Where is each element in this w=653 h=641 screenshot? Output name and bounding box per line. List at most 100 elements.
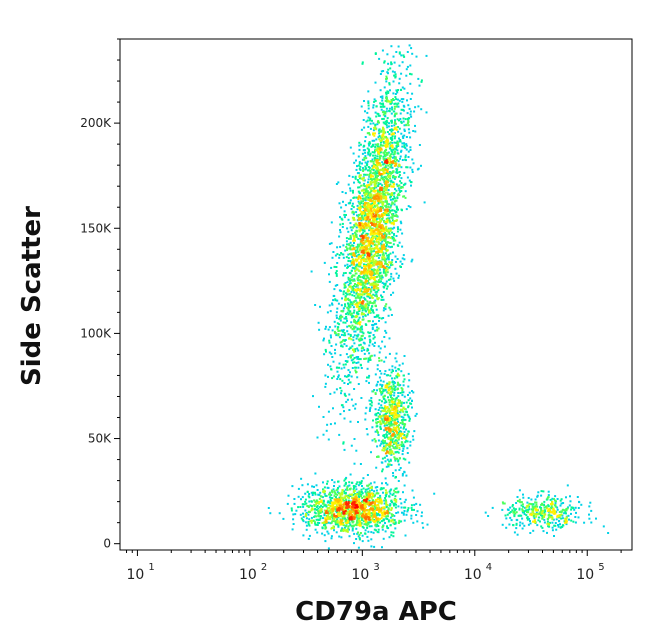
event-dot xyxy=(368,525,371,528)
event-dot xyxy=(394,127,397,130)
event-dot xyxy=(388,381,391,384)
event-dot xyxy=(377,283,379,286)
event-dot xyxy=(359,330,362,332)
event-dot xyxy=(372,181,374,184)
event-dot xyxy=(391,70,394,73)
event-dot xyxy=(328,280,331,283)
event-dot xyxy=(409,166,412,169)
event-dot xyxy=(393,415,396,417)
event-dot xyxy=(411,406,413,409)
event-dot xyxy=(371,250,374,253)
event-dot xyxy=(380,108,383,111)
event-dot xyxy=(402,120,405,123)
event-dot xyxy=(392,415,395,417)
event-dot xyxy=(379,219,382,222)
event-dot xyxy=(403,510,406,512)
event-dot xyxy=(351,302,354,305)
event-dot xyxy=(407,124,410,127)
event-dot xyxy=(392,55,395,58)
event-dot xyxy=(357,361,360,364)
event-dot xyxy=(392,383,395,386)
event-dot xyxy=(381,449,384,452)
event-dot xyxy=(397,45,400,48)
event-dot xyxy=(365,428,368,430)
event-dot xyxy=(383,166,386,169)
event-dot xyxy=(383,499,386,502)
event-dot xyxy=(393,157,396,160)
event-dot xyxy=(405,513,408,516)
event-dot xyxy=(388,109,391,112)
event-dot xyxy=(305,528,308,531)
event-dot xyxy=(369,171,372,174)
event-dot xyxy=(358,245,361,247)
event-dot xyxy=(357,155,360,158)
event-dot xyxy=(425,111,428,114)
event-dot xyxy=(343,484,346,487)
event-dot xyxy=(349,241,352,244)
event-dot xyxy=(379,379,382,382)
event-dot xyxy=(403,183,406,186)
event-dot xyxy=(366,491,369,494)
event-dot xyxy=(383,248,386,250)
event-dot xyxy=(367,104,370,107)
event-dot xyxy=(366,295,369,298)
event-dot xyxy=(374,329,377,332)
event-dot xyxy=(338,485,341,488)
event-dot xyxy=(335,274,338,277)
event-dot xyxy=(339,229,341,231)
event-dot xyxy=(398,457,401,460)
event-dot xyxy=(372,282,375,285)
event-dot xyxy=(403,355,406,357)
event-dot xyxy=(377,455,380,458)
event-dot xyxy=(330,242,333,245)
event-dot xyxy=(384,111,387,114)
event-dot xyxy=(375,115,378,118)
event-dot xyxy=(369,196,372,199)
event-dot xyxy=(400,149,403,152)
event-dot xyxy=(399,422,402,424)
event-dot xyxy=(349,285,352,288)
event-dot xyxy=(356,357,359,360)
event-dot xyxy=(340,304,343,307)
event-dot xyxy=(353,350,356,353)
event-dot xyxy=(511,504,514,506)
event-dot xyxy=(344,305,347,308)
event-dot xyxy=(361,485,363,487)
event-dot xyxy=(375,235,378,238)
event-dot xyxy=(384,272,387,275)
event-dot xyxy=(385,465,388,468)
event-dot xyxy=(383,434,386,436)
event-dot xyxy=(387,245,390,248)
event-dot xyxy=(341,523,344,526)
event-dot xyxy=(364,314,367,317)
event-dot xyxy=(567,514,570,517)
event-dot xyxy=(365,167,368,170)
event-dot xyxy=(595,517,597,520)
event-dot xyxy=(370,251,373,254)
event-dot xyxy=(396,374,399,376)
event-dot xyxy=(316,531,319,534)
event-dot xyxy=(391,146,394,149)
event-dot xyxy=(362,271,365,274)
event-dot xyxy=(392,426,395,429)
event-dot xyxy=(364,502,367,505)
event-dot xyxy=(348,348,351,351)
event-dot xyxy=(370,270,373,273)
event-dot xyxy=(323,534,326,537)
event-dot xyxy=(388,383,391,386)
event-dot xyxy=(396,412,399,415)
event-dot xyxy=(384,120,387,123)
event-dot xyxy=(379,73,382,75)
event-dot xyxy=(393,400,396,403)
event-dot xyxy=(384,399,387,402)
event-dot xyxy=(373,98,376,101)
event-dot xyxy=(346,512,349,514)
event-dot xyxy=(369,482,372,485)
event-dot xyxy=(386,504,389,506)
event-dot xyxy=(358,186,361,189)
event-dot xyxy=(318,500,321,503)
event-dot xyxy=(336,299,339,302)
event-dot xyxy=(363,204,366,206)
event-dot xyxy=(534,498,537,501)
event-dot xyxy=(547,510,550,512)
